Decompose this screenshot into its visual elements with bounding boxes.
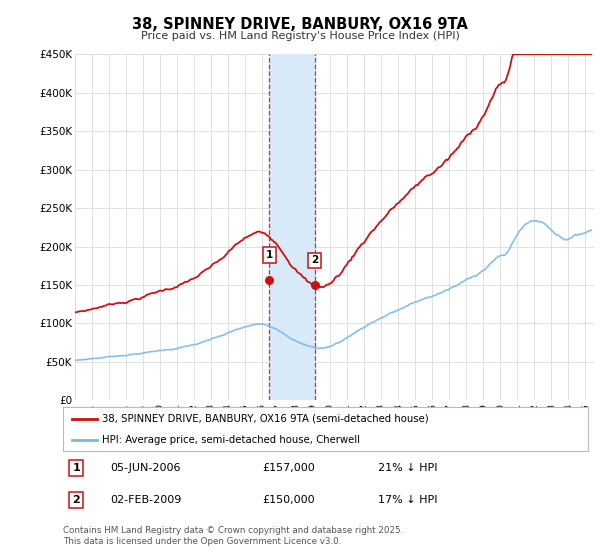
Text: 17% ↓ HPI: 17% ↓ HPI [378,496,437,505]
Text: £150,000: £150,000 [263,496,315,505]
Text: £157,000: £157,000 [263,463,315,473]
Text: 38, SPINNEY DRIVE, BANBURY, OX16 9TA (semi-detached house): 38, SPINNEY DRIVE, BANBURY, OX16 9TA (se… [103,414,429,424]
Text: 05-JUN-2006: 05-JUN-2006 [110,463,181,473]
Text: Price paid vs. HM Land Registry's House Price Index (HPI): Price paid vs. HM Land Registry's House … [140,31,460,41]
Text: 02-FEB-2009: 02-FEB-2009 [110,496,182,505]
Text: 21% ↓ HPI: 21% ↓ HPI [378,463,437,473]
Text: 1: 1 [72,463,80,473]
Text: Contains HM Land Registry data © Crown copyright and database right 2025.
This d: Contains HM Land Registry data © Crown c… [63,526,403,546]
Text: HPI: Average price, semi-detached house, Cherwell: HPI: Average price, semi-detached house,… [103,435,361,445]
Bar [269,54,315,400]
Text: 2: 2 [311,255,319,265]
Text: 38, SPINNEY DRIVE, BANBURY, OX16 9TA: 38, SPINNEY DRIVE, BANBURY, OX16 9TA [132,17,468,32]
Text: 2: 2 [72,496,80,505]
Text: 1: 1 [266,250,273,260]
